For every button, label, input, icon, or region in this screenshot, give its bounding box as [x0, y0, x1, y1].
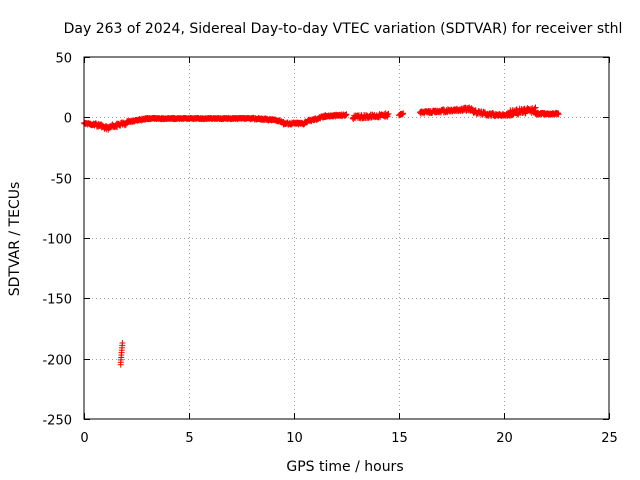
y-tick-label: -100: [42, 233, 72, 248]
y-tick-labels: -250 -200 -150 -100 -50 0 50: [42, 52, 72, 429]
data-point: [555, 111, 562, 118]
x-tick-labels: 0 5 10 15 20 25: [80, 431, 617, 446]
data-point: [400, 110, 407, 117]
data-point: [343, 111, 350, 118]
y-tick-label: -200: [42, 354, 72, 369]
data-point: [385, 110, 392, 117]
data-point: [119, 339, 126, 346]
x-tick-label: 0: [80, 431, 88, 446]
x-tick-label: 15: [391, 431, 408, 446]
chart-title: Day 263 of 2024, Sidereal Day-to-day VTE…: [64, 21, 623, 37]
y-tick-label: -250: [42, 414, 72, 429]
data-points: [81, 104, 562, 368]
x-tick-label: 25: [601, 431, 618, 446]
y-tick-label: -150: [42, 293, 72, 308]
y-tick-label: 50: [55, 52, 72, 67]
axis-ticks: [84, 57, 610, 420]
x-tick-label: 5: [185, 431, 193, 446]
data-point: [532, 104, 539, 111]
y-axis-label: SDTVAR / TECUs: [7, 182, 23, 297]
y-tick-label: -50: [51, 173, 72, 188]
x-tick-label: 20: [496, 431, 513, 446]
y-tick-label: 0: [64, 112, 72, 127]
x-axis-label: GPS time / hours: [286, 459, 403, 475]
x-tick-label: 10: [286, 431, 303, 446]
